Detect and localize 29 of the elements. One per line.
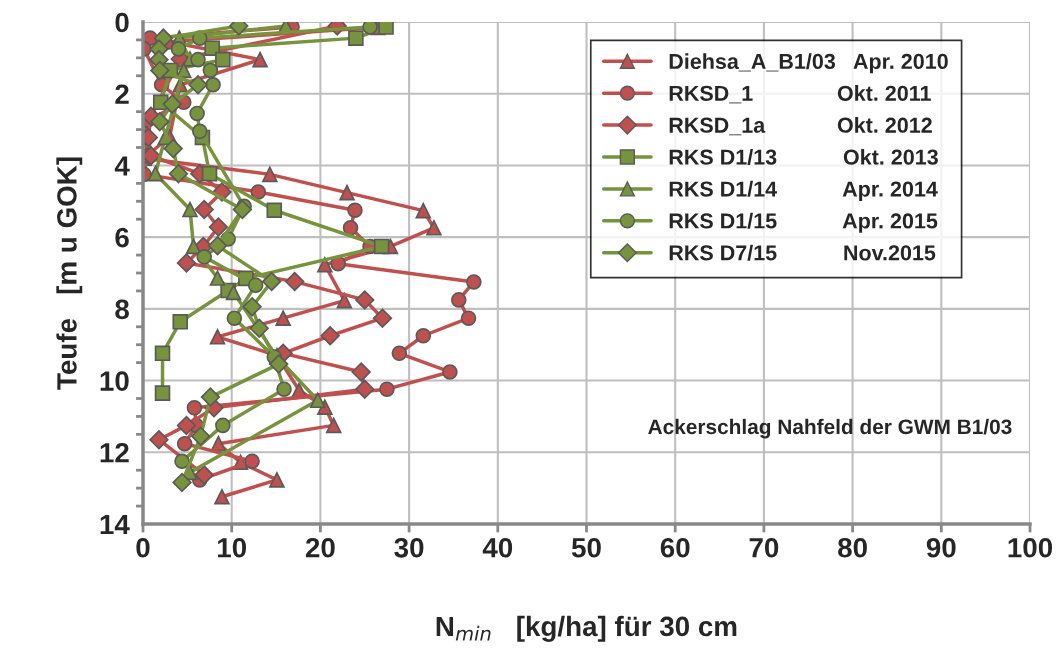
legend-label: RKS D1/13 Okt. 2013 (669, 148, 938, 165)
y-tick-label: 0 (115, 12, 129, 33)
legend-label: RKSD_1a Okt. 2012 (669, 117, 932, 136)
x-tick-label: 60 (660, 537, 690, 558)
text: N$_{min}$ [kg/ha] für 30 cm (436, 615, 737, 642)
x-tick-label: 10 (218, 537, 247, 558)
y-axis-title: Teufe [m u GOK] (56, 157, 83, 390)
y-tick-label: 6 (115, 227, 129, 248)
x-tick-label: 20 (305, 537, 335, 558)
legend-label: RKSD_1 Okt. 2011 (669, 85, 931, 104)
x-tick-label: 0 (136, 537, 150, 558)
x-tick-label: 30 (394, 537, 424, 558)
legend-label: RKS D1/15 Apr. 2015 (669, 212, 938, 233)
legend-label: RKS D1/14 Apr. 2014 (669, 180, 938, 201)
x-tick-label: 90 (926, 537, 956, 558)
x-tick-label: 50 (571, 537, 601, 558)
y-tick-label: 12 (100, 442, 129, 463)
x-tick-label: 80 (838, 537, 867, 558)
y-tick-label: 10 (100, 371, 129, 391)
x-tick-label: 100 (1008, 537, 1053, 558)
y-tick-label: 4 (114, 156, 130, 176)
y-tick-label: 8 (115, 299, 129, 320)
y-tick-label: 2 (115, 84, 129, 104)
legend-label: Diehsa_A_B1/03 Apr. 2010 (669, 53, 948, 74)
x-tick-label: 40 (482, 537, 513, 558)
y-tick-label: 14 (100, 514, 130, 535)
annotation: Ackerschlag Nahfeld der GWM B1/03 (648, 418, 1012, 439)
legend-label: RKS D7/15 Nov.2015 (669, 244, 936, 261)
x-tick-label: 70 (749, 537, 779, 558)
